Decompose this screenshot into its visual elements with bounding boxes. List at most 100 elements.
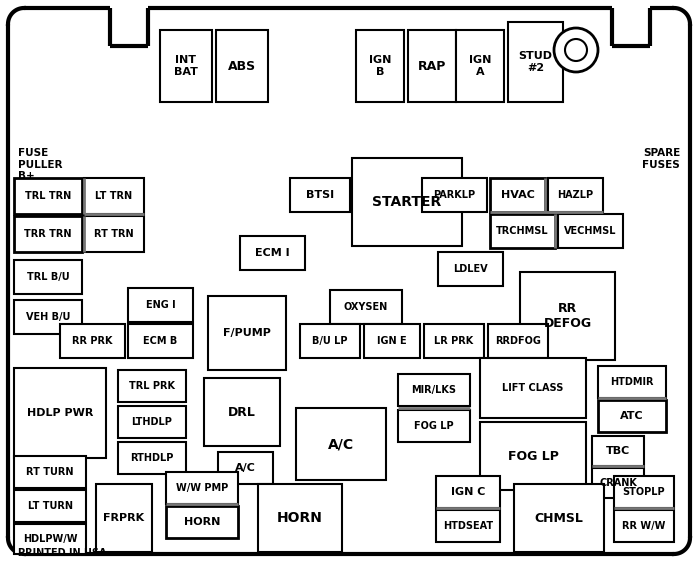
Text: HAZLP: HAZLP (557, 190, 594, 200)
Circle shape (565, 39, 587, 61)
Bar (96, 484, 152, 552)
Text: MIR/LKS: MIR/LKS (412, 385, 456, 395)
Text: INT
BAT: INT BAT (174, 55, 198, 77)
Text: SPARE
FUSES: SPARE FUSES (643, 148, 680, 169)
Bar (490, 214, 555, 248)
Text: RT TRN: RT TRN (94, 229, 134, 239)
Bar (364, 324, 420, 358)
Text: IGN
B: IGN B (369, 55, 391, 77)
Bar (508, 22, 563, 102)
Circle shape (554, 28, 598, 72)
Text: F/PUMP: F/PUMP (223, 328, 271, 338)
Bar (548, 178, 603, 212)
Bar (300, 324, 360, 358)
Text: W/W PMP: W/W PMP (176, 483, 228, 493)
Text: A/C: A/C (235, 463, 256, 473)
Bar (14, 490, 86, 522)
Text: LTHDLP: LTHDLP (132, 417, 172, 427)
Bar (160, 30, 212, 102)
Bar (14, 456, 86, 488)
Bar (290, 178, 350, 212)
Bar (356, 30, 404, 102)
Bar (598, 366, 666, 398)
Bar (438, 252, 503, 286)
Text: LR PRK: LR PRK (435, 336, 474, 346)
Bar (592, 468, 644, 498)
Bar (488, 324, 548, 358)
Bar (352, 158, 462, 246)
Text: VEH B/U: VEH B/U (26, 312, 70, 322)
Text: HVAC: HVAC (500, 190, 534, 200)
Bar (14, 524, 86, 554)
Bar (118, 442, 186, 474)
Text: ECM I: ECM I (256, 248, 290, 258)
Bar (118, 406, 186, 438)
Bar (514, 484, 604, 552)
Text: LT TRN: LT TRN (95, 191, 132, 201)
Bar (118, 370, 186, 402)
Text: HORN: HORN (184, 517, 220, 527)
Text: FOG LP: FOG LP (508, 449, 559, 462)
Text: LIFT CLASS: LIFT CLASS (503, 383, 564, 393)
Text: RTHDLP: RTHDLP (130, 453, 174, 463)
Text: VECHMSL: VECHMSL (564, 226, 617, 236)
Bar (84, 178, 144, 214)
Text: BTSI: BTSI (306, 190, 334, 200)
Bar (208, 296, 286, 370)
Bar (14, 368, 106, 458)
Text: RRDFOG: RRDFOG (495, 336, 541, 346)
Bar (166, 506, 238, 538)
Text: IGN E: IGN E (377, 336, 407, 346)
Text: STOPLP: STOPLP (623, 487, 665, 497)
Text: HDLP PWR: HDLP PWR (27, 408, 93, 418)
Text: TRCHMSL: TRCHMSL (496, 226, 549, 236)
Bar (598, 400, 666, 432)
Bar (14, 178, 82, 214)
Text: ABS: ABS (228, 60, 256, 73)
Text: LDLEV: LDLEV (453, 264, 488, 274)
Bar (398, 374, 470, 406)
Text: RR W/W: RR W/W (622, 521, 666, 531)
Bar (456, 30, 504, 102)
Bar (240, 236, 305, 270)
Bar (592, 436, 644, 466)
Text: A/C: A/C (328, 437, 354, 451)
Bar (128, 288, 193, 322)
Bar (614, 476, 674, 508)
Text: IGN
A: IGN A (469, 55, 491, 77)
Text: B/U LP: B/U LP (312, 336, 348, 346)
Text: IGN C: IGN C (451, 487, 485, 497)
Bar (480, 422, 586, 490)
Bar (558, 214, 623, 248)
Text: ATC: ATC (620, 411, 644, 421)
Bar (128, 324, 193, 358)
Bar (490, 178, 545, 212)
Bar (480, 358, 586, 418)
Bar (60, 324, 125, 358)
Bar (422, 178, 487, 212)
Bar (520, 272, 615, 360)
Text: ENG I: ENG I (146, 300, 175, 310)
Bar (84, 216, 144, 252)
Bar (614, 510, 674, 542)
Text: HTDMIR: HTDMIR (610, 377, 654, 387)
Bar (398, 410, 470, 442)
Text: TRL TRN: TRL TRN (25, 191, 71, 201)
Text: CRANK: CRANK (599, 478, 637, 488)
Bar (408, 30, 456, 102)
Bar (296, 408, 386, 480)
Bar (436, 510, 500, 542)
Bar (14, 216, 82, 252)
Text: FUSE
PULLER
B+: FUSE PULLER B+ (18, 148, 62, 181)
Text: RT TURN: RT TURN (27, 467, 74, 477)
Bar (436, 476, 500, 508)
Text: TRR TRN: TRR TRN (25, 229, 71, 239)
Bar (258, 484, 342, 552)
Text: PARKLP: PARKLP (433, 190, 475, 200)
Text: CHMSL: CHMSL (535, 512, 583, 525)
Bar (14, 260, 82, 294)
Text: ECM B: ECM B (144, 336, 178, 346)
Text: DRL: DRL (228, 405, 256, 418)
Bar (216, 30, 268, 102)
Bar (14, 300, 82, 334)
